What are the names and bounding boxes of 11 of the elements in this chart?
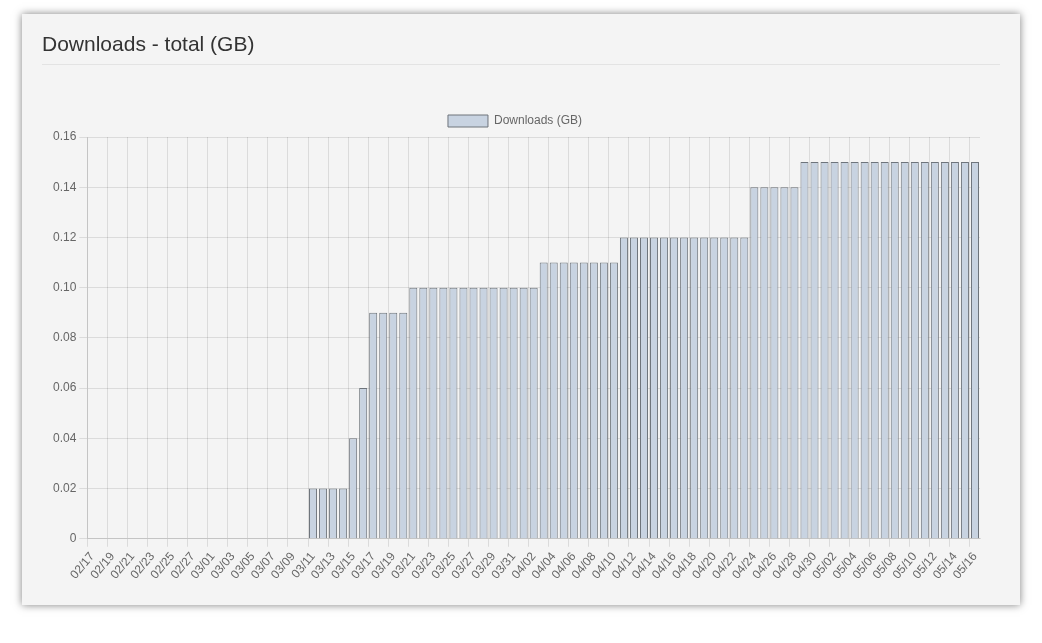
y-tick-label: 0.06 xyxy=(53,380,77,395)
y-tick-label: 0.14 xyxy=(53,179,77,194)
legend-label: Downloads (GB) xyxy=(493,113,583,128)
y-tick-label: 0.04 xyxy=(53,430,77,445)
y-tick-label: 0.10 xyxy=(53,279,77,294)
y-tick-label: 0.02 xyxy=(53,480,77,495)
y-tick-label: 0 xyxy=(69,531,77,546)
chart-title: Downloads - total (GB) xyxy=(42,32,1000,65)
y-tick-label: 0.08 xyxy=(53,330,77,345)
y-tick-label: 0.12 xyxy=(53,229,77,244)
y-tick-label: 0.16 xyxy=(53,129,77,144)
